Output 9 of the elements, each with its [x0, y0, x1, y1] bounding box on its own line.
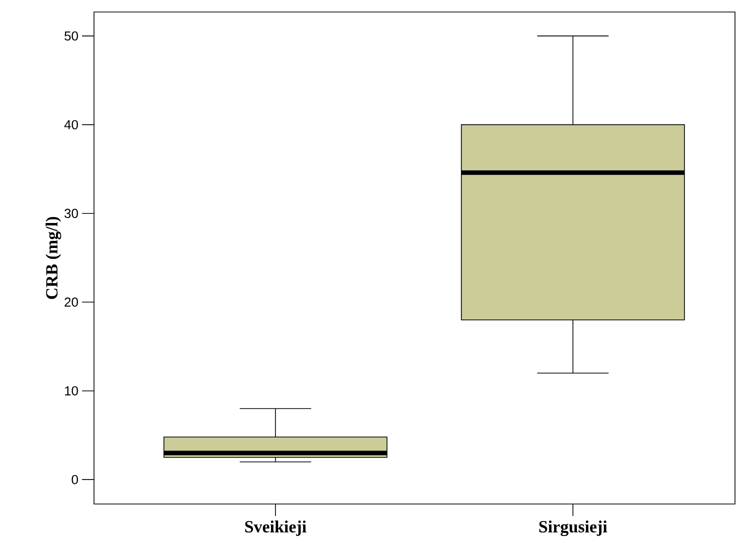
y-tick-label: 20: [64, 298, 78, 307]
y-tick-label: 0: [72, 474, 78, 484]
x-tick-label: Sveikieji: [245, 520, 306, 536]
y-tick-label: 50: [64, 31, 78, 41]
y-axis-title: CRB (mg/l): [46, 216, 62, 299]
x-tick-label: Sirgusieji: [539, 520, 608, 536]
y-tick-label: 10: [65, 386, 78, 396]
y-tick-label: 40: [64, 120, 78, 130]
y-tick-label: 30: [64, 208, 78, 218]
